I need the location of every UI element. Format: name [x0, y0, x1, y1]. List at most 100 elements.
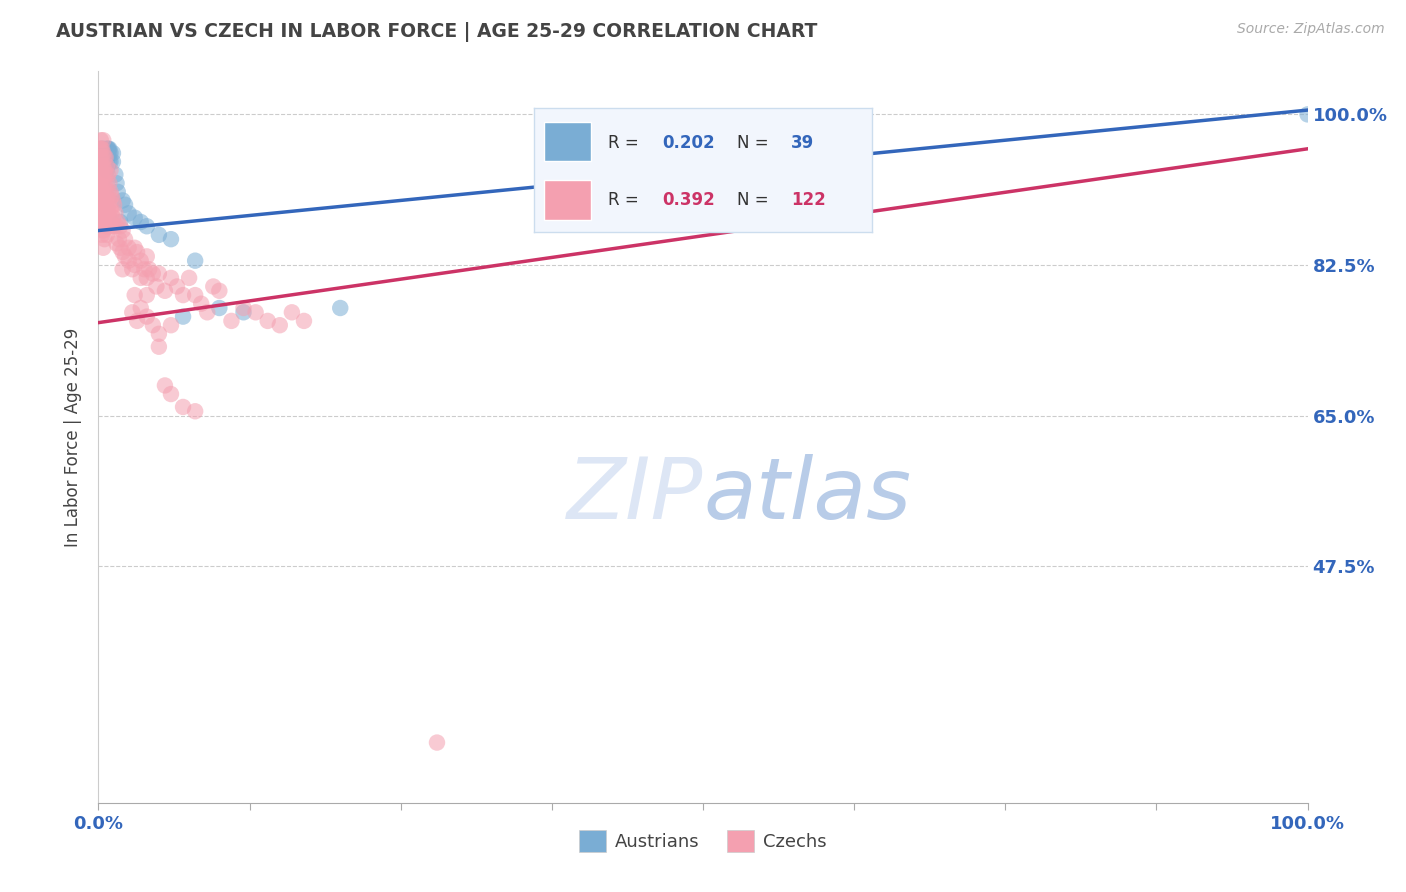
- Point: [90, 206, 112, 220]
- Point: [96, 176, 118, 190]
- Point: [256, 314, 278, 328]
- Point: [101, 154, 124, 169]
- Point: [129, 215, 152, 229]
- Point: [138, 262, 160, 277]
- Point: [135, 271, 157, 285]
- Point: [166, 279, 188, 293]
- Text: Source: ZipAtlas.com: Source: ZipAtlas.com: [1237, 22, 1385, 37]
- Point: [94, 168, 117, 182]
- Point: [91, 133, 114, 147]
- Point: [111, 245, 134, 260]
- Point: [97, 219, 120, 234]
- Point: [426, 735, 449, 749]
- Point: [96, 154, 118, 169]
- Point: [145, 279, 167, 293]
- Point: [100, 206, 122, 220]
- Point: [114, 249, 136, 263]
- Point: [90, 185, 112, 199]
- Point: [91, 198, 114, 212]
- Point: [96, 227, 118, 242]
- Point: [94, 198, 117, 212]
- Point: [89, 142, 111, 156]
- Point: [90, 133, 112, 147]
- Point: [124, 241, 146, 255]
- Point: [153, 378, 176, 392]
- Point: [91, 194, 114, 208]
- Point: [98, 146, 121, 161]
- Point: [100, 202, 122, 216]
- Point: [104, 206, 127, 220]
- Point: [91, 159, 114, 173]
- Point: [94, 150, 117, 164]
- Point: [91, 227, 114, 242]
- Point: [96, 146, 118, 161]
- Point: [221, 314, 243, 328]
- Point: [160, 271, 183, 285]
- Point: [100, 163, 122, 178]
- Point: [93, 176, 115, 190]
- Point: [90, 176, 112, 190]
- Point: [108, 241, 131, 255]
- Point: [90, 142, 112, 156]
- Point: [89, 189, 111, 203]
- Point: [160, 387, 183, 401]
- Point: [91, 142, 114, 156]
- Point: [90, 215, 112, 229]
- Point: [91, 146, 114, 161]
- Point: [107, 215, 129, 229]
- Point: [160, 232, 183, 246]
- Point: [91, 211, 114, 225]
- Point: [190, 296, 212, 310]
- Point: [91, 168, 114, 182]
- Point: [94, 185, 117, 199]
- Point: [114, 198, 136, 212]
- Point: [114, 232, 136, 246]
- Point: [101, 211, 124, 225]
- Point: [98, 176, 121, 190]
- Point: [135, 310, 157, 324]
- Point: [148, 267, 170, 281]
- Point: [91, 223, 114, 237]
- Point: [118, 206, 141, 220]
- Point: [202, 279, 225, 293]
- Point: [97, 146, 120, 161]
- Point: [108, 219, 131, 234]
- Point: [93, 202, 115, 216]
- Point: [153, 284, 176, 298]
- Point: [184, 404, 207, 418]
- Point: [91, 185, 114, 199]
- Point: [118, 253, 141, 268]
- Point: [98, 211, 121, 225]
- Point: [90, 168, 112, 182]
- Point: [100, 219, 122, 234]
- Point: [329, 301, 352, 315]
- Point: [96, 142, 118, 156]
- Point: [208, 284, 231, 298]
- Point: [111, 194, 134, 208]
- Point: [90, 198, 112, 212]
- Point: [135, 249, 157, 263]
- Point: [148, 340, 170, 354]
- Point: [90, 150, 112, 164]
- Point: [111, 262, 134, 277]
- Point: [127, 245, 149, 260]
- Point: [184, 288, 207, 302]
- Point: [97, 142, 120, 156]
- Point: [91, 142, 114, 156]
- Point: [124, 258, 146, 272]
- Point: [179, 271, 201, 285]
- Point: [184, 253, 207, 268]
- Point: [100, 189, 122, 203]
- Point: [134, 262, 156, 277]
- Point: [172, 310, 194, 324]
- Point: [292, 314, 315, 328]
- Point: [172, 400, 194, 414]
- Text: AUSTRIAN VS CZECH IN LABOR FORCE | AGE 25-29 CORRELATION CHART: AUSTRIAN VS CZECH IN LABOR FORCE | AGE 2…: [56, 22, 818, 42]
- Point: [94, 142, 117, 156]
- Point: [105, 219, 128, 234]
- Point: [208, 301, 231, 315]
- Point: [101, 146, 124, 161]
- Point: [1296, 107, 1319, 121]
- Point: [232, 305, 254, 319]
- Point: [142, 318, 165, 333]
